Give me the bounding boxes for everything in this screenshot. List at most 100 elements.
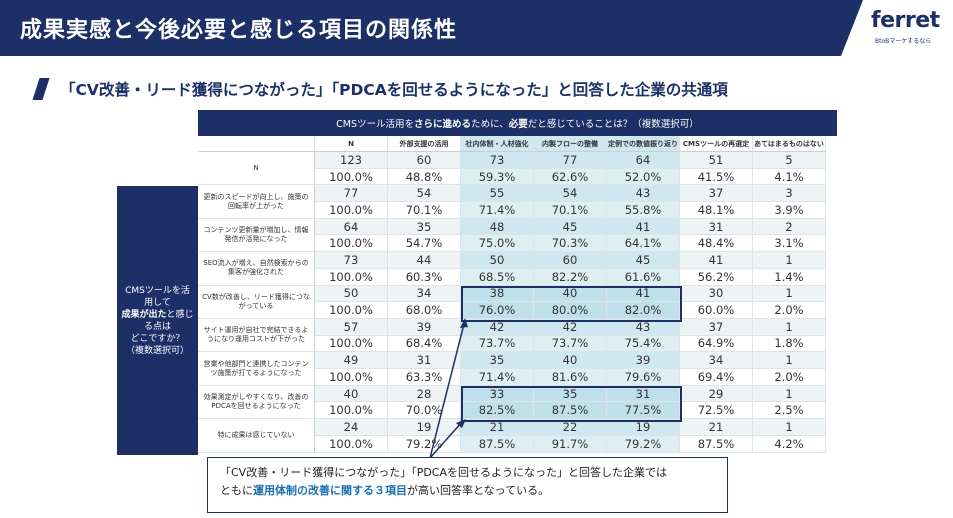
count-cell: 41: [680, 252, 753, 269]
percent-line: 100.0% 68.4% 73.7% 73.7% 75.4% 64.9% 1.8%: [315, 335, 826, 353]
percent-cell: 70.3%: [534, 235, 607, 253]
percent-cell: 79.2%: [607, 435, 680, 453]
count-cell: 34: [680, 352, 753, 370]
count-cell: 40: [534, 285, 607, 303]
column-header: 定例での数値振り返り: [607, 136, 680, 152]
row-group-line2: と感じる点は: [143, 309, 194, 332]
count-cell: 1: [753, 285, 826, 303]
percent-cell: 68.0%: [388, 302, 461, 319]
percent-cell: 100.0%: [315, 202, 388, 219]
table-row: N 123 60 73 77 64 51 5 100.0% 48.8% 59.3% 62.6% 52.0…: [198, 152, 837, 186]
callout-line2: ともに運用体制の改善に関する３項目が高い回答率となっている。: [220, 482, 715, 500]
percent-cell: 100.0%: [315, 369, 388, 386]
percent-line: 100.0% 70.0% 82.5% 87.5% 77.5% 72.5% 2.5%: [315, 402, 826, 420]
row-group-line1: CMSツールを活用して: [125, 285, 190, 308]
count-cell: 35: [461, 352, 534, 370]
percent-cell: 82.0%: [607, 302, 680, 319]
percent-cell: 41.5%: [680, 168, 753, 186]
count-line: 77 54 55 54 43 37 3: [315, 185, 826, 203]
percent-cell: 52.0%: [607, 168, 680, 186]
percent-line: 100.0% 48.8% 59.3% 62.6% 52.0% 41.5% 4.1%: [315, 168, 826, 186]
count-line: 64 35 48 45 41 31 2: [315, 218, 826, 236]
percent-cell: 82.5%: [461, 402, 534, 420]
count-cell: 51: [680, 152, 753, 169]
percent-cell: 48.8%: [388, 168, 461, 186]
percent-cell: 63.3%: [388, 369, 461, 386]
row-label: 効果測定がしやすくなり、改善のPDCAを回せるようになった: [198, 385, 315, 420]
count-cell: 54: [388, 185, 461, 203]
question-bold-2: 必要: [508, 119, 528, 130]
percent-cell: 68.4%: [388, 335, 461, 353]
count-cell: 24: [315, 419, 388, 436]
percent-cell: 61.6%: [607, 268, 680, 286]
percent-cell: 69.4%: [680, 369, 753, 386]
percent-cell: 87.5%: [461, 435, 534, 453]
count-cell: 50: [315, 285, 388, 303]
highlight-box-pdca: [461, 386, 682, 422]
highlight-box-cv: [461, 286, 682, 322]
percent-cell: 72.5%: [680, 402, 753, 420]
count-cell: 64: [315, 218, 388, 236]
count-cell: 41: [607, 285, 680, 303]
percent-cell: 82.2%: [534, 268, 607, 286]
percent-cell: 48.1%: [680, 202, 753, 219]
percent-cell: 2.0%: [753, 302, 826, 319]
percent-cell: 100.0%: [315, 235, 388, 253]
percent-cell: 59.3%: [461, 168, 534, 186]
page-title: 成果実感と今後必要と感じる項目の関係性: [20, 18, 458, 43]
logo-area: ferret BtoBマーケするなら: [841, 0, 953, 56]
count-cell: 55: [461, 185, 534, 203]
row-group-label: CMSツールを活用して 成果が出たと感じる点は どこですか？ （複数選択可）: [117, 186, 198, 455]
count-cell: 54: [534, 185, 607, 203]
row-label: サイト運用が自社で完結できるようになり運用コストが下がった: [198, 318, 315, 353]
question-bold-1: さらに進める: [414, 119, 472, 130]
callout-line2-pre: ともに: [220, 484, 253, 497]
count-cell: 43: [607, 185, 680, 203]
table-row: 営業や他部門と連携したコンテンツ施策が打てるようになった 49 31 35 40 39 34…: [198, 352, 837, 386]
percent-cell: 70.0%: [388, 402, 461, 420]
count-cell: 60: [388, 152, 461, 169]
percent-cell: 60.0%: [680, 302, 753, 319]
percent-line: 100.0% 70.1% 71.4% 70.1% 55.8% 48.1% 3.9%: [315, 202, 826, 219]
count-cell: 123: [315, 152, 388, 169]
percent-cell: 2.0%: [753, 369, 826, 386]
percent-cell: 56.2%: [680, 268, 753, 286]
subheading-text: 「CV改善・リード獲得につながった」「PDCAを回せるようになった」と回答した企…: [60, 81, 728, 99]
count-cell: 1: [753, 385, 826, 403]
percent-line: 100.0% 68.0% 76.0% 80.0% 82.0% 60.0% 2.0%: [315, 302, 826, 319]
count-cell: 50: [461, 252, 534, 269]
count-cell: 40: [534, 352, 607, 370]
percent-line: 100.0% 54.7% 75.0% 70.3% 64.1% 48.4% 3.1%: [315, 235, 826, 253]
percent-line: 100.0% 60.3% 68.5% 82.2% 61.6% 56.2% 1.4%: [315, 268, 826, 286]
percent-cell: 100.0%: [315, 302, 388, 319]
count-cell: 45: [607, 252, 680, 269]
percent-cell: 48.4%: [680, 235, 753, 253]
percent-cell: 2.5%: [753, 402, 826, 420]
column-header: N: [315, 136, 388, 152]
percent-cell: 71.4%: [461, 369, 534, 386]
count-cell: 40: [315, 385, 388, 403]
count-cell: 29: [680, 385, 753, 403]
percent-cell: 87.5%: [534, 402, 607, 420]
count-cell: 30: [680, 285, 753, 303]
percent-cell: 1.4%: [753, 268, 826, 286]
percent-cell: 80.0%: [534, 302, 607, 319]
percent-cell: 87.5%: [680, 435, 753, 453]
count-cell: 28: [388, 385, 461, 403]
percent-cell: 76.0%: [461, 302, 534, 319]
table-row: サイト運用が自社で完結できるようになり運用コストが下がった 57 39 42 42 43 3…: [198, 318, 837, 353]
column-header: 社内体制・人材強化: [461, 136, 534, 152]
table-row: CV数が改善し、リード獲得につながっている 50 34 38 40 41 30 1 100.0%…: [198, 285, 837, 319]
count-cell: 35: [388, 218, 461, 236]
count-cell: 60: [534, 252, 607, 269]
count-cell: 2: [753, 218, 826, 236]
count-cell: 42: [461, 318, 534, 336]
count-cell: 22: [534, 419, 607, 436]
callout-highlight: 運用体制の改善に関する３項目: [253, 484, 407, 497]
count-cell: 19: [607, 419, 680, 436]
question-mid: ために、: [471, 119, 509, 130]
percent-cell: 73.7%: [534, 335, 607, 353]
count-cell: 42: [534, 318, 607, 336]
row-label: SEO流入が増え、自然検索からの集客が強化された: [198, 252, 315, 286]
callout-line2-post: が高い回答率となっている。: [407, 484, 550, 497]
